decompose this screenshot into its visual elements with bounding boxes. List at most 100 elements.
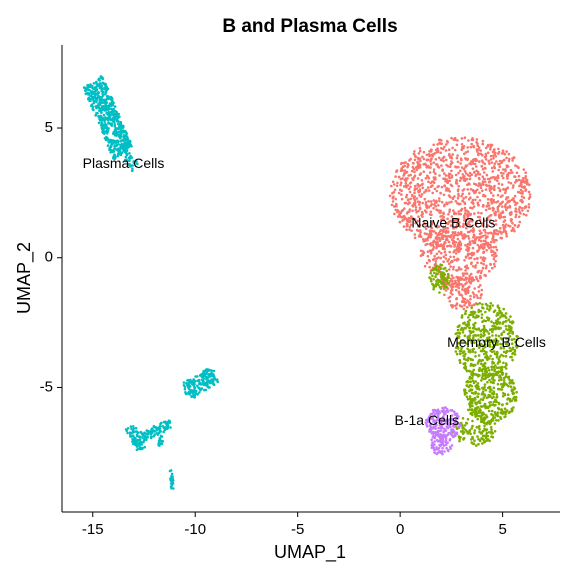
data-point (454, 418, 458, 422)
data-point (519, 212, 522, 215)
data-point (478, 173, 482, 176)
data-point (485, 431, 489, 435)
data-point (497, 379, 501, 382)
data-point (500, 388, 504, 391)
data-point (114, 112, 117, 116)
data-point (433, 177, 436, 180)
data-point (478, 343, 481, 347)
data-point (440, 232, 444, 236)
data-point (446, 181, 450, 184)
data-point (494, 364, 497, 367)
data-point (463, 259, 466, 262)
data-point (515, 171, 519, 175)
data-point (445, 421, 449, 425)
data-point (185, 382, 188, 385)
data-point (452, 429, 455, 432)
data-point (113, 139, 116, 143)
data-point (404, 182, 408, 185)
data-point (411, 209, 414, 213)
data-point (474, 380, 478, 383)
data-point (407, 198, 410, 201)
data-point (470, 391, 474, 395)
data-point (484, 274, 488, 278)
data-point (469, 256, 473, 260)
data-point (471, 350, 475, 353)
data-point (493, 411, 497, 414)
data-point (474, 183, 478, 186)
data-point (91, 92, 95, 95)
data-point (494, 337, 498, 341)
data-point (464, 157, 467, 160)
data-point (489, 154, 493, 158)
data-point (495, 343, 499, 346)
data-point (121, 138, 125, 142)
data-point (471, 239, 474, 243)
data-point (207, 376, 210, 379)
data-point (123, 158, 127, 162)
data-point (484, 194, 487, 198)
data-point (457, 266, 461, 269)
data-point (499, 230, 502, 233)
data-point (392, 183, 396, 186)
data-point (440, 200, 444, 204)
data-point (155, 429, 158, 432)
data-point (399, 162, 403, 166)
data-point (475, 220, 479, 224)
data-point (449, 409, 452, 412)
data-point (499, 342, 502, 346)
data-point (212, 383, 216, 387)
data-point (493, 422, 497, 425)
data-point (146, 435, 149, 439)
data-point (437, 447, 441, 450)
data-point (483, 242, 487, 246)
data-point (404, 201, 408, 205)
data-point (528, 183, 531, 187)
data-point (471, 424, 474, 428)
data-point (472, 229, 476, 232)
data-point (422, 170, 426, 173)
data-point (517, 174, 521, 178)
data-point (501, 403, 504, 407)
data-point (441, 169, 444, 173)
data-point (456, 275, 459, 279)
data-point (506, 398, 509, 401)
data-point (476, 144, 480, 147)
data-point (89, 94, 93, 98)
data-point (465, 266, 469, 270)
data-point (487, 409, 491, 413)
data-point (456, 245, 459, 248)
data-point (483, 343, 487, 346)
data-point (522, 196, 526, 199)
data-point (449, 162, 453, 166)
data-point (432, 206, 435, 210)
data-point (481, 247, 485, 250)
data-point (184, 392, 188, 396)
data-point (464, 172, 468, 175)
data-point (488, 336, 491, 339)
data-point (443, 427, 446, 431)
data-point (432, 245, 436, 249)
data-point (456, 283, 459, 287)
data-point (457, 217, 460, 221)
data-point (431, 191, 435, 195)
data-point (468, 223, 472, 227)
data-point (428, 150, 431, 153)
data-point (418, 203, 421, 206)
data-point (469, 206, 472, 209)
data-point (472, 303, 476, 307)
data-point (496, 339, 500, 343)
data-point (421, 201, 425, 205)
data-point (480, 393, 484, 396)
data-point (433, 203, 436, 206)
data-point (429, 181, 433, 185)
data-point (491, 238, 495, 242)
data-point (97, 77, 101, 81)
data-point (440, 244, 444, 248)
data-point (443, 412, 447, 415)
data-point (450, 277, 453, 281)
data-point (456, 233, 459, 237)
data-point (412, 176, 416, 179)
data-point (503, 392, 507, 396)
data-point (460, 143, 464, 146)
